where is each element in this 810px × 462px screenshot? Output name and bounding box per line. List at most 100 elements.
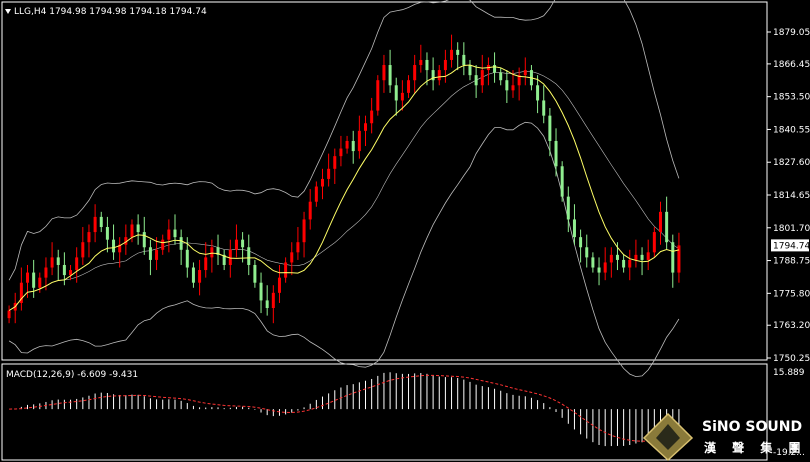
candle-body (271, 292, 275, 309)
candle-body (597, 267, 601, 273)
candle-body (437, 70, 441, 81)
svg-text:1794.74: 1794.74 (773, 241, 810, 251)
candle-body (609, 254, 613, 263)
main-chart-frame (1, 1, 768, 361)
candle-body (155, 249, 159, 260)
price-label: 1827.60 (773, 158, 810, 168)
candle-body (191, 267, 195, 283)
candle-body (431, 70, 435, 81)
candle-body (652, 232, 656, 253)
price-label: 1866.45 (773, 60, 810, 70)
candle-body (253, 264, 257, 283)
candle-body (38, 277, 42, 288)
candle-body (284, 262, 288, 278)
price-label: 1750.25 (773, 354, 810, 364)
price-label: 1879.05 (773, 28, 810, 38)
candle-body (591, 257, 595, 268)
sino-sound-watermark: SiNO SOUND 漢 聲 集 團 (642, 412, 802, 462)
candle-body (634, 254, 638, 260)
candle-body (474, 75, 478, 86)
candle-body (296, 242, 300, 253)
candle-body (480, 70, 484, 86)
macd-label-bottom: -19.2... (773, 448, 805, 458)
candle-body (265, 300, 269, 309)
candle-body (112, 239, 116, 253)
candle-body (26, 272, 30, 283)
macd-histogram (9, 372, 680, 447)
candle-body (333, 156, 337, 169)
candle-body (615, 254, 619, 260)
candle-body (93, 216, 97, 233)
upper-band (8, 0, 680, 281)
candle-body (99, 216, 103, 228)
candle-body (62, 264, 66, 276)
candle-body (511, 85, 515, 91)
moving-average-line (8, 64, 680, 311)
candle-body (400, 92, 404, 101)
candle-body (382, 65, 386, 81)
candle-body (75, 257, 79, 271)
candle-body (339, 148, 343, 157)
candle-body (87, 232, 91, 243)
candle-body (345, 140, 349, 149)
candle-body (185, 249, 189, 268)
candle-body (44, 267, 48, 278)
candle-body (69, 270, 73, 276)
candle-body (646, 252, 650, 260)
candle-body (376, 80, 380, 111)
candle-body (167, 229, 171, 240)
candle-body (50, 257, 54, 268)
candle-body (499, 72, 503, 81)
candle-body (216, 247, 220, 255)
candle-body (407, 80, 411, 93)
candle-body (603, 262, 607, 273)
candle-body (351, 140, 355, 152)
candle-body (468, 65, 472, 76)
candle-body (124, 237, 128, 245)
candle-body (554, 140, 558, 167)
ma-line (8, 64, 680, 311)
price-label: 1840.55 (773, 125, 810, 135)
candle-body (677, 245, 681, 273)
candle-body (32, 272, 36, 288)
candle-body (56, 257, 60, 265)
candle-body (493, 65, 497, 73)
candle-body (308, 201, 312, 220)
candle-body (572, 219, 576, 238)
candle-body (671, 242, 675, 273)
candle-body (204, 257, 208, 271)
candle-body (210, 247, 214, 258)
candle-body (198, 270, 202, 283)
brand-text: SiNO SOUND (702, 419, 802, 435)
candle-body (241, 239, 245, 248)
candle-body (462, 54, 466, 66)
candle-body (228, 249, 232, 265)
candle-body (173, 229, 177, 238)
macd-frame (1, 363, 768, 461)
candle-body (566, 196, 570, 220)
candlesticks (7, 34, 681, 324)
candle-body (19, 282, 23, 303)
candle-body (142, 232, 146, 248)
candle-body (234, 239, 238, 250)
candle-body (136, 224, 140, 233)
price-label: 1801.70 (773, 224, 810, 234)
candle-body (7, 310, 11, 319)
candle-body (585, 247, 589, 258)
symbol-header: LLG,H4 1794.98 1794.98 1794.18 1794.74 (14, 7, 207, 17)
macd-header: MACD(12,26,9) -6.609 -9.431 (6, 370, 138, 380)
triangle-down-icon[interactable] (5, 9, 11, 14)
candle-body (450, 49, 454, 60)
current-price-tag: 1794.74 (771, 239, 810, 252)
candle-body (658, 211, 662, 233)
candle-body (560, 166, 564, 197)
macd-signal-line (9, 374, 679, 442)
candle-body (161, 239, 165, 250)
candle-body (81, 242, 85, 258)
candle-body (290, 252, 294, 263)
candle-body (517, 75, 521, 86)
candle-body (364, 123, 368, 131)
middle-band (8, 70, 680, 311)
candle-body (505, 80, 509, 91)
